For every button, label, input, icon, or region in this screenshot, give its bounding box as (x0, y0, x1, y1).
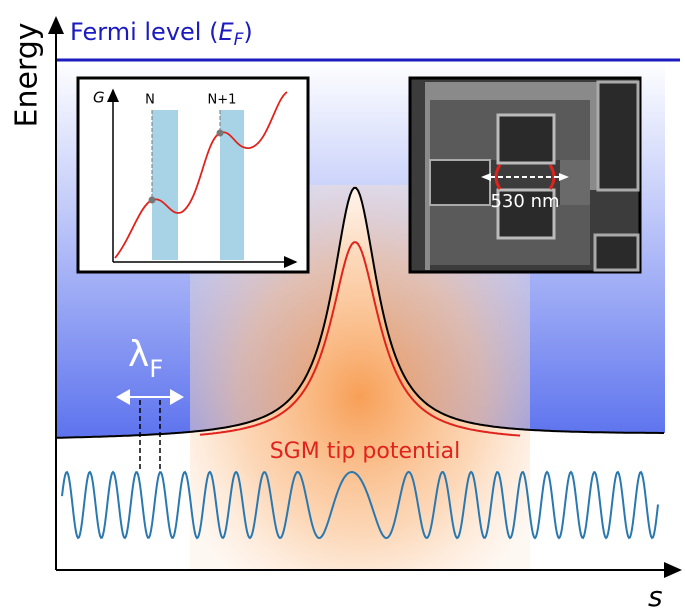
lambda-label: λF (128, 334, 163, 383)
potential-label: SGM tip potential (270, 439, 461, 464)
conductance-inset: G N N+1 (76, 76, 310, 274)
sem-inset: 530 nm (408, 76, 642, 274)
wavefunction (61, 470, 659, 540)
scale-label: 530 nm (490, 191, 559, 212)
potential-curve (56, 186, 664, 439)
inner-potential-curve (199, 241, 521, 437)
fermi-label: Fermi level (EF) (70, 18, 253, 50)
marker-label: N+1 (208, 93, 237, 108)
x-axis-label: s (648, 580, 663, 613)
inset-y-label: G (93, 89, 105, 107)
marker-label: N (145, 93, 155, 108)
y-axis-label: Energy (10, 22, 45, 127)
